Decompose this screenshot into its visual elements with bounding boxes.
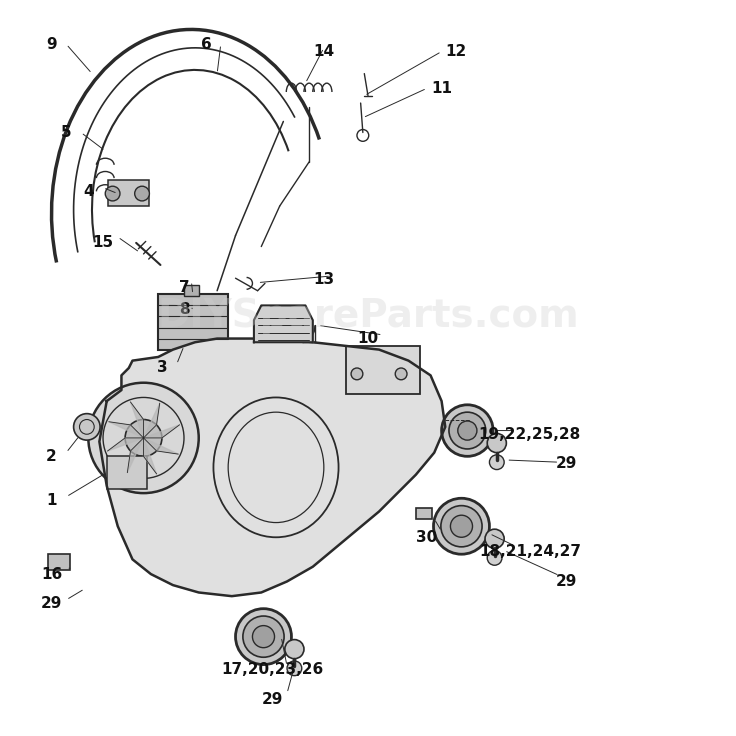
Text: 16: 16 <box>41 567 62 581</box>
Circle shape <box>458 421 477 440</box>
Polygon shape <box>144 438 157 474</box>
Polygon shape <box>127 438 144 473</box>
Circle shape <box>442 405 493 456</box>
Bar <box>346 346 420 394</box>
Text: 8: 8 <box>179 302 189 316</box>
Polygon shape <box>254 305 313 342</box>
Circle shape <box>285 640 304 659</box>
Circle shape <box>434 498 489 554</box>
Circle shape <box>351 368 363 380</box>
Polygon shape <box>144 403 160 438</box>
Polygon shape <box>107 438 144 451</box>
Text: 19,22,25,28: 19,22,25,28 <box>479 427 581 442</box>
Bar <box>48 554 70 570</box>
Circle shape <box>449 412 486 449</box>
Circle shape <box>105 186 120 201</box>
Circle shape <box>485 529 504 548</box>
Polygon shape <box>109 422 144 438</box>
Text: 3: 3 <box>157 361 167 375</box>
Text: 15: 15 <box>93 236 113 250</box>
Text: 7: 7 <box>179 280 189 294</box>
Circle shape <box>287 661 302 676</box>
Circle shape <box>441 506 482 547</box>
Circle shape <box>252 626 275 648</box>
Text: 6: 6 <box>201 37 211 52</box>
Text: 29: 29 <box>556 574 578 589</box>
Text: DIYSpareParts.com: DIYSpareParts.com <box>157 297 579 336</box>
Text: 17,20,23,26: 17,20,23,26 <box>222 662 323 677</box>
Text: 2: 2 <box>46 449 57 464</box>
Text: 5: 5 <box>61 125 71 140</box>
Text: 13: 13 <box>314 272 334 287</box>
Circle shape <box>450 515 473 537</box>
Polygon shape <box>130 402 144 438</box>
Bar <box>158 294 228 350</box>
Text: 30: 30 <box>417 530 437 545</box>
Circle shape <box>236 609 291 665</box>
Bar <box>108 180 149 206</box>
Bar <box>416 508 432 519</box>
Text: 14: 14 <box>314 44 334 59</box>
Text: 29: 29 <box>261 692 283 707</box>
Circle shape <box>487 551 502 565</box>
Circle shape <box>88 383 199 493</box>
Circle shape <box>74 414 100 440</box>
Text: 4: 4 <box>83 184 93 199</box>
Circle shape <box>243 616 284 657</box>
Text: 12: 12 <box>446 44 467 59</box>
Polygon shape <box>99 339 445 596</box>
Polygon shape <box>144 425 180 438</box>
Polygon shape <box>144 438 178 454</box>
Text: 29: 29 <box>40 596 63 611</box>
Text: 11: 11 <box>431 81 452 96</box>
Circle shape <box>489 455 504 470</box>
Text: 10: 10 <box>358 331 378 346</box>
Bar <box>184 285 199 296</box>
Text: 29: 29 <box>556 456 578 471</box>
Text: 18,21,24,27: 18,21,24,27 <box>479 545 581 559</box>
Circle shape <box>125 420 162 456</box>
Circle shape <box>135 186 149 201</box>
Bar <box>107 456 147 489</box>
Circle shape <box>395 368 407 380</box>
Circle shape <box>487 434 506 453</box>
Text: 9: 9 <box>46 37 57 52</box>
Text: 1: 1 <box>46 493 57 508</box>
